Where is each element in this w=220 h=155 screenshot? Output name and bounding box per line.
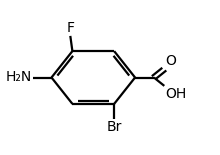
Text: H₂N: H₂N bbox=[6, 71, 32, 84]
Text: F: F bbox=[66, 21, 74, 35]
Text: OH: OH bbox=[165, 87, 187, 101]
Text: Br: Br bbox=[106, 120, 122, 134]
Text: O: O bbox=[165, 54, 176, 68]
